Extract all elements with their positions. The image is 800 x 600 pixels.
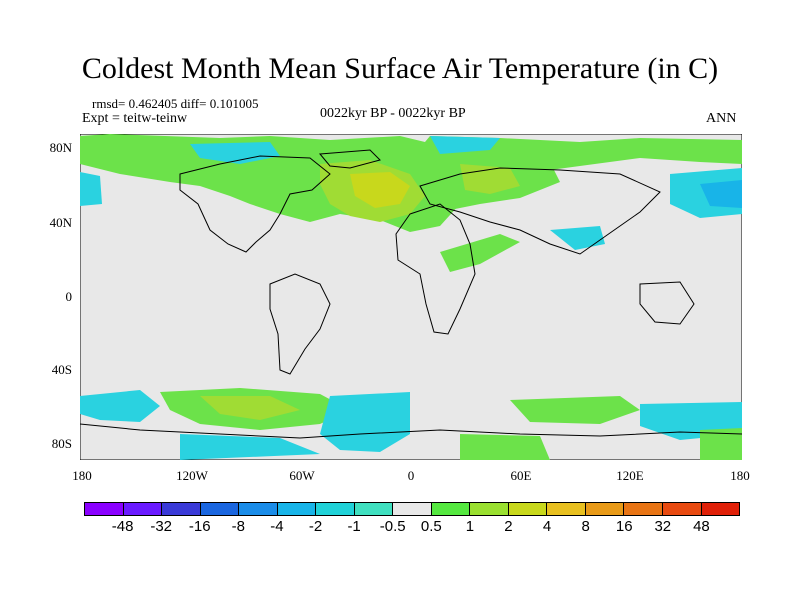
y-tick-40n: 40N <box>49 215 72 230</box>
experiment-text: Expt = teitw-teinw <box>82 111 188 126</box>
colorbar-swatch <box>393 503 432 515</box>
colorbar-swatch <box>547 503 586 515</box>
x-tick-120e: 120E <box>616 468 644 483</box>
colorbar-label: -2 <box>308 518 323 535</box>
colorbar-swatch <box>354 503 394 515</box>
colorbar-label: -8 <box>231 518 246 535</box>
colorbar-label: 0.5 <box>420 518 442 535</box>
x-tick-0: 0 <box>407 468 415 483</box>
x-tick-60w: 60W <box>289 468 315 483</box>
season-text: ANN <box>706 111 737 126</box>
colorbar-label: 8 <box>581 518 590 535</box>
colorbar-swatch <box>277 503 317 515</box>
colorbar-swatch <box>470 503 509 515</box>
colorbar-label: 32 <box>654 518 672 535</box>
y-tick-0: 0 <box>65 289 73 304</box>
x-tick-180e: 180 <box>730 468 750 483</box>
x-tick-60e: 60E <box>510 468 532 483</box>
colorbar-label: -4 <box>270 518 284 535</box>
map-title: Coldest Month Mean Surface Air Temperatu… <box>81 52 719 85</box>
colorbar-swatch <box>85 503 124 515</box>
colorbar-swatch <box>508 503 548 515</box>
colorbar-label: -48 <box>111 518 134 535</box>
colorbar-swatch <box>431 503 471 515</box>
colorbar-swatch <box>662 503 702 515</box>
colorbar-swatch <box>123 503 163 515</box>
colorbar <box>84 502 740 516</box>
colorbar-swatch <box>701 503 740 515</box>
colorbar-label: 4 <box>542 518 552 535</box>
world-map <box>80 134 742 460</box>
colorbar-label: 16 <box>615 518 633 535</box>
colorbar-swatch <box>162 503 201 515</box>
colorbar-swatch <box>316 503 355 515</box>
anomaly-fields <box>80 134 742 460</box>
colorbar-swatch <box>239 503 278 515</box>
colorbar-label: 1 <box>465 518 475 535</box>
period-text: 0022kyr BP - 0022kyr BP <box>320 106 466 121</box>
y-tick-80s: 80S <box>51 436 72 451</box>
colorbar-label: -1 <box>347 518 361 535</box>
colorbar-label: -16 <box>188 518 211 535</box>
colorbar-label: 48 <box>693 518 710 535</box>
colorbar-label: -0.5 <box>379 518 406 535</box>
x-tick-180w: 180 <box>72 468 92 483</box>
coastlines <box>80 149 742 439</box>
y-tick-80n: 80N <box>49 140 72 155</box>
colorbar-swatch <box>624 503 663 515</box>
colorbar-label: -32 <box>150 518 173 535</box>
x-tick-120w: 120W <box>176 468 208 483</box>
y-tick-40s: 40S <box>51 362 72 377</box>
colorbar-swatch <box>585 503 625 515</box>
colorbar-label: 2 <box>504 518 513 535</box>
colorbar-swatch <box>200 503 240 515</box>
stats-text: rmsd= 0.462405 diff= 0.101005 <box>92 96 259 111</box>
